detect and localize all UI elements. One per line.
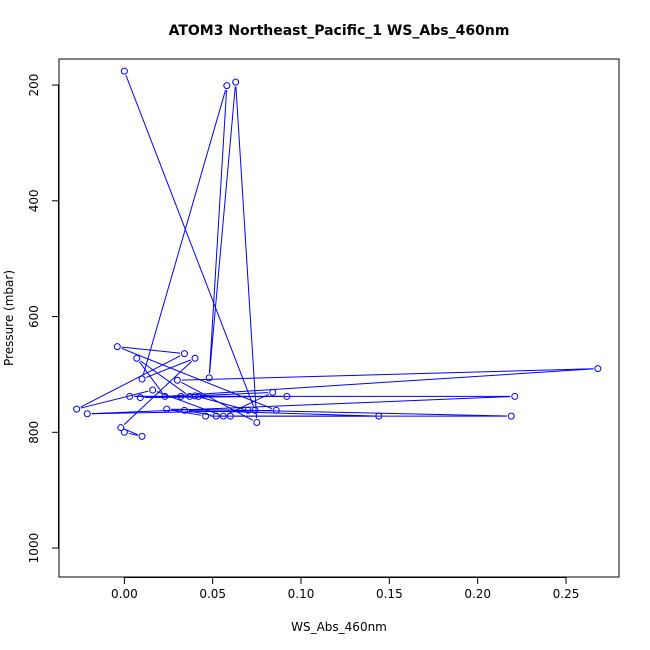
series-segment — [80, 355, 181, 408]
series-segment — [208, 90, 228, 374]
data-point — [113, 343, 121, 351]
y-tick-label: 1000 — [27, 533, 41, 564]
series-segment — [188, 409, 375, 417]
x-tick-label: 0.00 — [111, 587, 138, 601]
data-point — [136, 394, 144, 402]
data-point — [232, 78, 240, 86]
data-point — [205, 374, 213, 382]
data-point — [283, 392, 291, 400]
y-axis-label: Pressure (mbar) — [2, 270, 16, 366]
series-segment — [209, 86, 236, 374]
series-segment — [199, 392, 269, 397]
plot-frame — [58, 58, 620, 578]
data-point — [163, 405, 171, 413]
data-point — [219, 412, 227, 420]
y-tick-label: 400 — [27, 189, 41, 212]
x-axis: 0.00 0.05 0.10 0.15 0.20 0.25 — [111, 577, 579, 601]
series-segment — [139, 361, 163, 394]
data-point — [180, 350, 188, 358]
series-segment — [146, 359, 192, 378]
data-point — [251, 406, 259, 414]
data-point — [594, 365, 602, 373]
data-point — [195, 392, 203, 400]
x-tick-label: 0.15 — [376, 587, 403, 601]
data-point — [73, 405, 81, 413]
series-segment — [140, 360, 187, 395]
data-point — [253, 418, 261, 426]
series-segment — [128, 432, 138, 436]
y-tick-label: 600 — [27, 305, 41, 328]
data-point — [138, 432, 146, 440]
data-point — [223, 82, 231, 90]
chart-title: ATOM3 Northeast_Pacific_1 WS_Abs_460nm — [169, 23, 510, 39]
y-tick-label: 800 — [27, 421, 41, 444]
series-segment — [181, 368, 594, 381]
data-point — [191, 354, 199, 362]
data-point — [133, 354, 141, 362]
data-point — [244, 406, 252, 414]
x-tick-label: 0.05 — [199, 587, 226, 601]
x-tick-label: 0.10 — [288, 587, 315, 601]
series-segment — [91, 396, 511, 415]
x-axis-label: WS_Abs_460nm — [291, 620, 387, 634]
series-segment — [199, 396, 244, 410]
data-point — [507, 412, 515, 420]
data-point — [212, 412, 220, 420]
series-segment — [121, 347, 273, 410]
series-segment — [181, 381, 254, 421]
y-tick-label: 200 — [27, 74, 41, 97]
data-point — [120, 428, 128, 436]
data-point — [83, 410, 91, 418]
data-point — [161, 392, 169, 400]
series-segment — [121, 346, 181, 354]
data-point — [180, 406, 188, 414]
data-point — [149, 386, 157, 394]
data-point — [226, 412, 234, 420]
series-segment — [171, 408, 251, 411]
data-point — [117, 424, 125, 432]
data-point — [272, 406, 280, 414]
data-point — [120, 67, 128, 75]
series-segment — [125, 75, 254, 407]
series-segment — [235, 86, 258, 419]
data-point — [191, 392, 199, 400]
point-layer — [73, 67, 602, 440]
series-segment — [169, 368, 594, 397]
x-tick-label: 0.20 — [464, 587, 491, 601]
data-point — [269, 388, 277, 396]
data-point — [375, 412, 383, 420]
data-point — [202, 412, 210, 420]
data-point — [126, 392, 134, 400]
data-point — [511, 392, 519, 400]
data-point — [177, 392, 185, 400]
series-segment — [142, 89, 227, 375]
x-tick-label: 0.25 — [553, 587, 580, 601]
series-segment — [80, 390, 149, 409]
data-point — [186, 392, 194, 400]
series-segment — [227, 393, 269, 415]
plot-area — [80, 75, 594, 436]
data-point — [138, 375, 146, 383]
data-point — [173, 376, 181, 384]
